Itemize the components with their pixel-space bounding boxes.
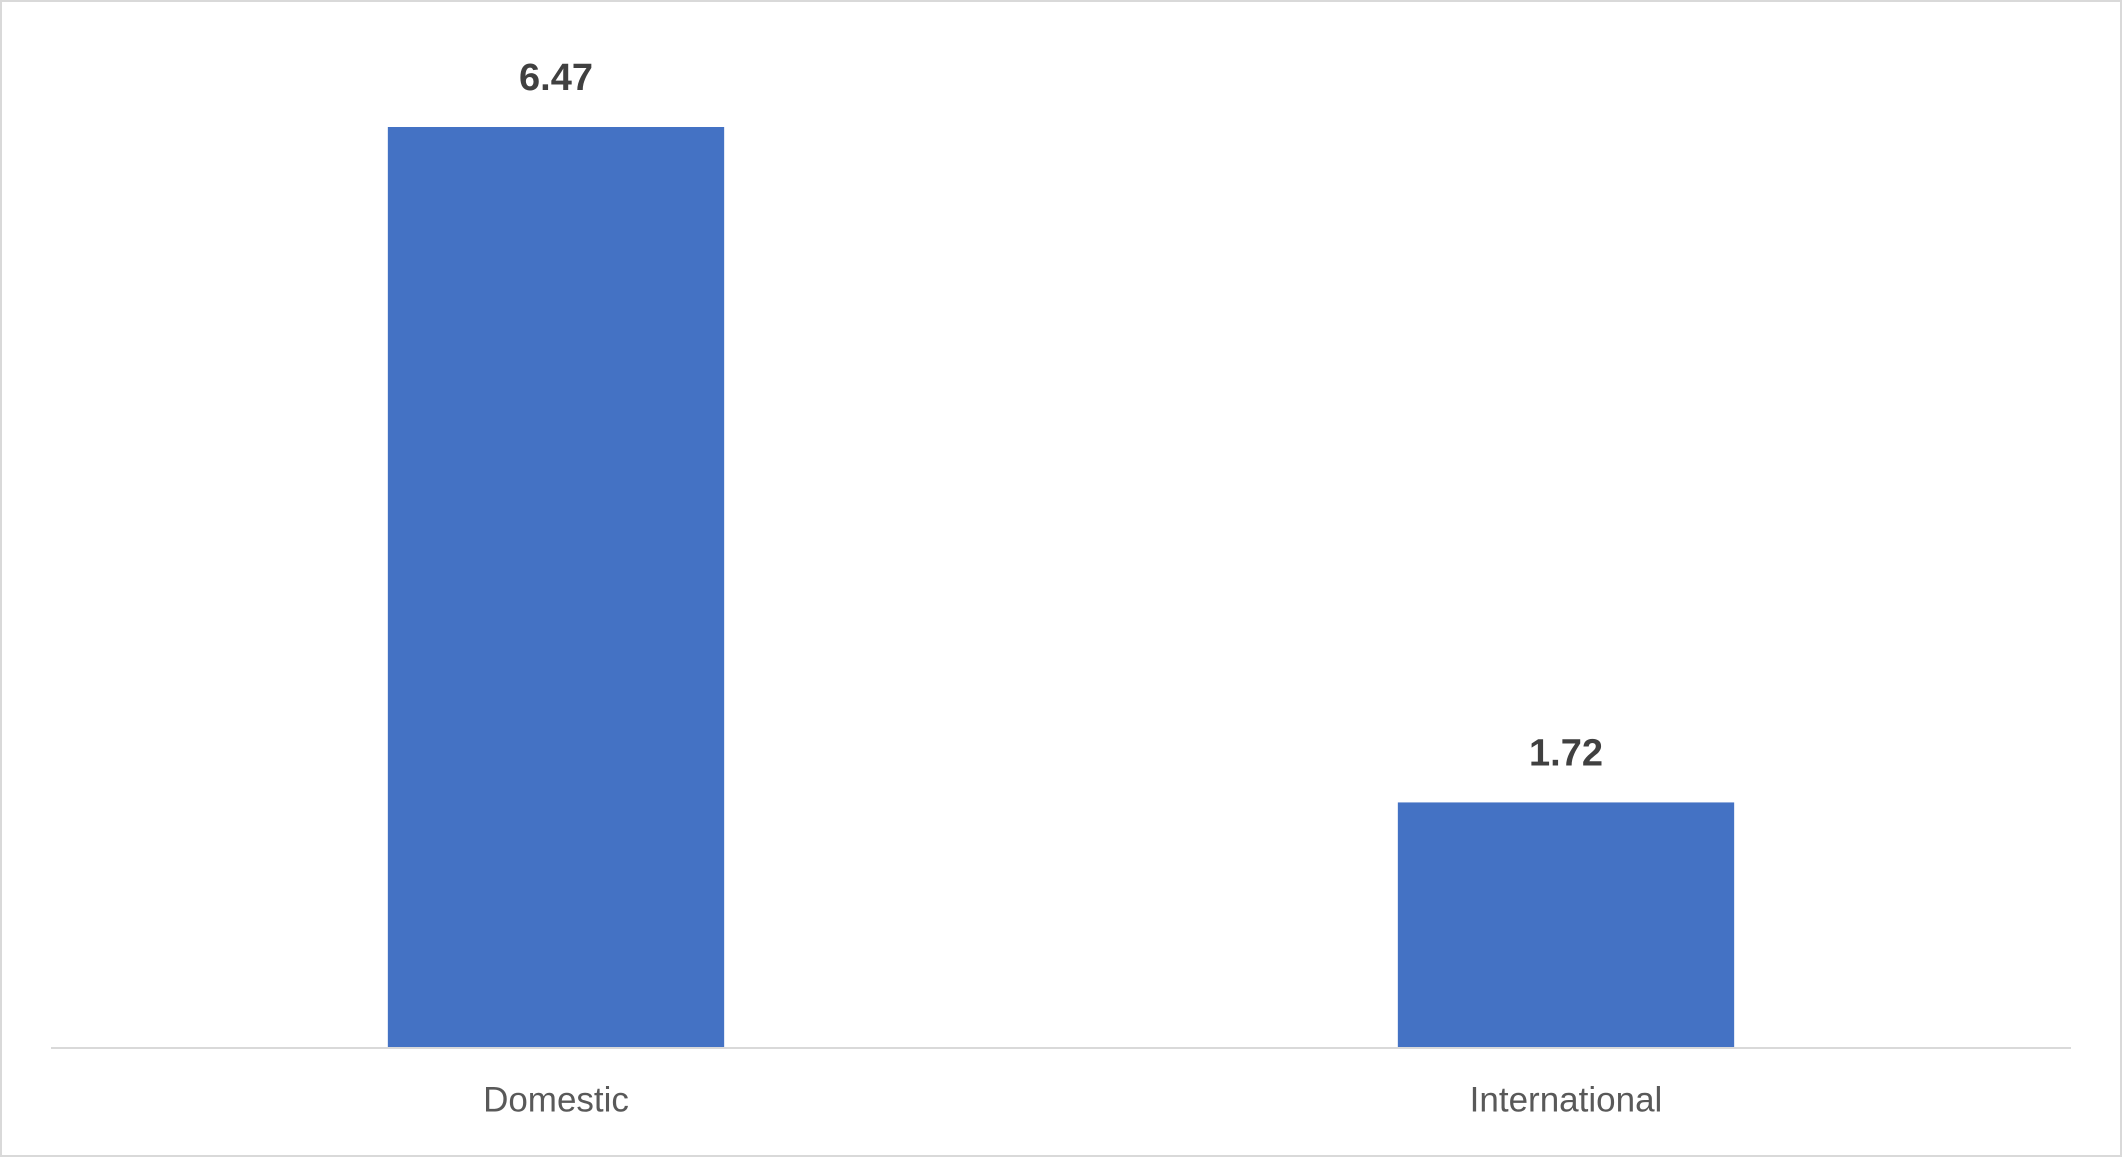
value-label: 1.72 xyxy=(1529,732,1603,774)
value-label: 6.47 xyxy=(519,57,593,99)
x-tick-label: International xyxy=(1470,1080,1663,1119)
x-tick-label: Domestic xyxy=(483,1080,629,1119)
bar xyxy=(387,127,725,1047)
bar xyxy=(1397,802,1735,1047)
